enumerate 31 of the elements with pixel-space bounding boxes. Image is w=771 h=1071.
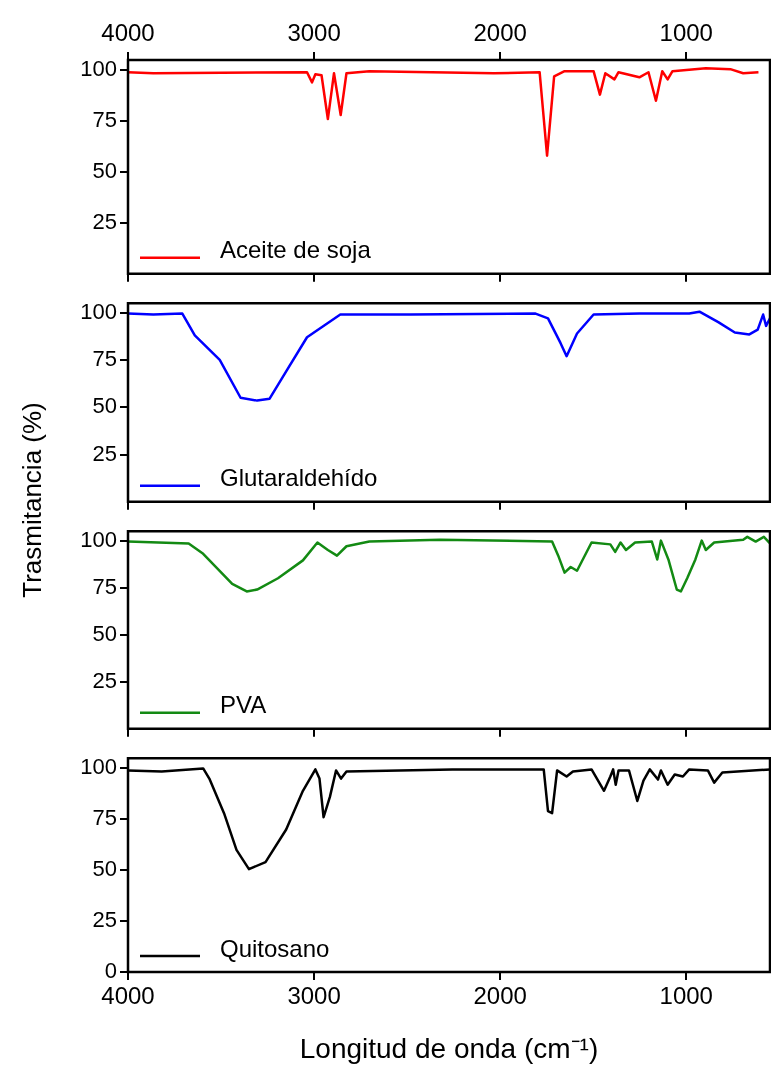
y-tick-label: 50 <box>92 856 117 882</box>
y-tick-label: 100 <box>80 754 117 780</box>
y-axis-title: Trasmitancia (%) <box>16 402 48 598</box>
x-axis-title: Longitud de onda (cm⁻¹) <box>299 1032 599 1064</box>
y-tick-label: 25 <box>92 907 117 933</box>
legend-label: PVA <box>220 691 267 719</box>
y-tick-label: 0 <box>104 958 117 984</box>
x-tick-label: 2000 <box>473 982 527 1010</box>
y-tick-label: 50 <box>92 620 117 646</box>
x-tick-label: 1000 <box>659 982 713 1010</box>
y-tick-label: 50 <box>92 158 117 184</box>
y-tick-label: 25 <box>92 208 117 234</box>
y-tick-label: 100 <box>80 56 117 82</box>
y-tick-label: 25 <box>92 667 117 693</box>
y-tick-label: 25 <box>92 440 117 466</box>
legend-label: Aceite de soja <box>220 236 372 264</box>
x2-tick-label: 3000 <box>287 19 341 47</box>
x-tick-label: 3000 <box>287 982 341 1010</box>
y-tick-label: 75 <box>92 573 117 599</box>
x2-tick-label: 2000 <box>473 19 527 47</box>
x-tick-label: 4000 <box>101 982 155 1010</box>
y-tick-label: 50 <box>92 393 117 419</box>
legend-label: Glutaraldehído <box>220 464 378 492</box>
y-tick-label: 75 <box>92 346 117 372</box>
y-tick-label: 75 <box>92 107 117 133</box>
y-tick-label: 100 <box>80 526 117 552</box>
y-tick-label: 75 <box>92 805 117 831</box>
x2-tick-label: 4000 <box>101 19 155 47</box>
legend-label: Quitosano <box>220 934 330 962</box>
x2-tick-label: 1000 <box>659 19 713 47</box>
y-tick-label: 100 <box>80 298 117 324</box>
